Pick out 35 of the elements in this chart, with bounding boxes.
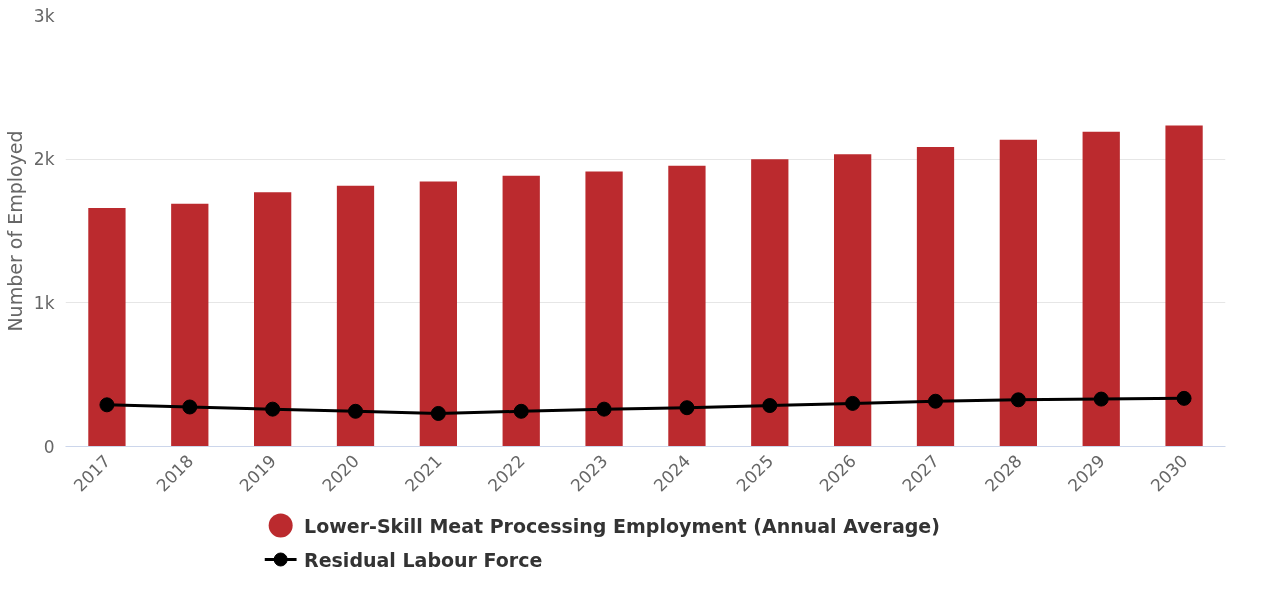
bar: [502, 175, 540, 447]
bar: [999, 139, 1037, 447]
bar: [916, 146, 955, 447]
point: [1093, 391, 1109, 407]
bar: [1082, 131, 1120, 447]
bar: [88, 208, 126, 447]
point: [928, 393, 943, 409]
point: [762, 398, 778, 414]
point: [265, 401, 281, 417]
point: [596, 401, 612, 417]
y-tick-label: 2k: [33, 149, 55, 170]
point: [430, 405, 446, 421]
point: [99, 397, 115, 413]
point: [513, 403, 529, 419]
y-tick-label: 0: [43, 436, 55, 457]
point: [1176, 390, 1192, 406]
bar: [751, 159, 789, 447]
y-tick-label: 1k: [33, 292, 55, 313]
legend-label: Residual Labour Force: [304, 548, 543, 571]
point: [1010, 392, 1026, 408]
point: [845, 395, 861, 411]
y-tick-label: 3k: [33, 5, 55, 26]
bar: [668, 165, 706, 447]
bar: [254, 192, 292, 447]
bar: [419, 181, 457, 447]
point: [348, 403, 363, 419]
bar: [336, 185, 375, 447]
y-axis-title: Number of Employed: [3, 130, 26, 332]
legend-label: Lower-Skill Meat Processing Employment (Annual Average): [304, 514, 940, 537]
bar: [834, 154, 872, 447]
bar: [171, 203, 209, 447]
bar: [1165, 125, 1203, 447]
point: [182, 399, 198, 415]
bar: [585, 171, 623, 447]
point: [679, 400, 695, 416]
